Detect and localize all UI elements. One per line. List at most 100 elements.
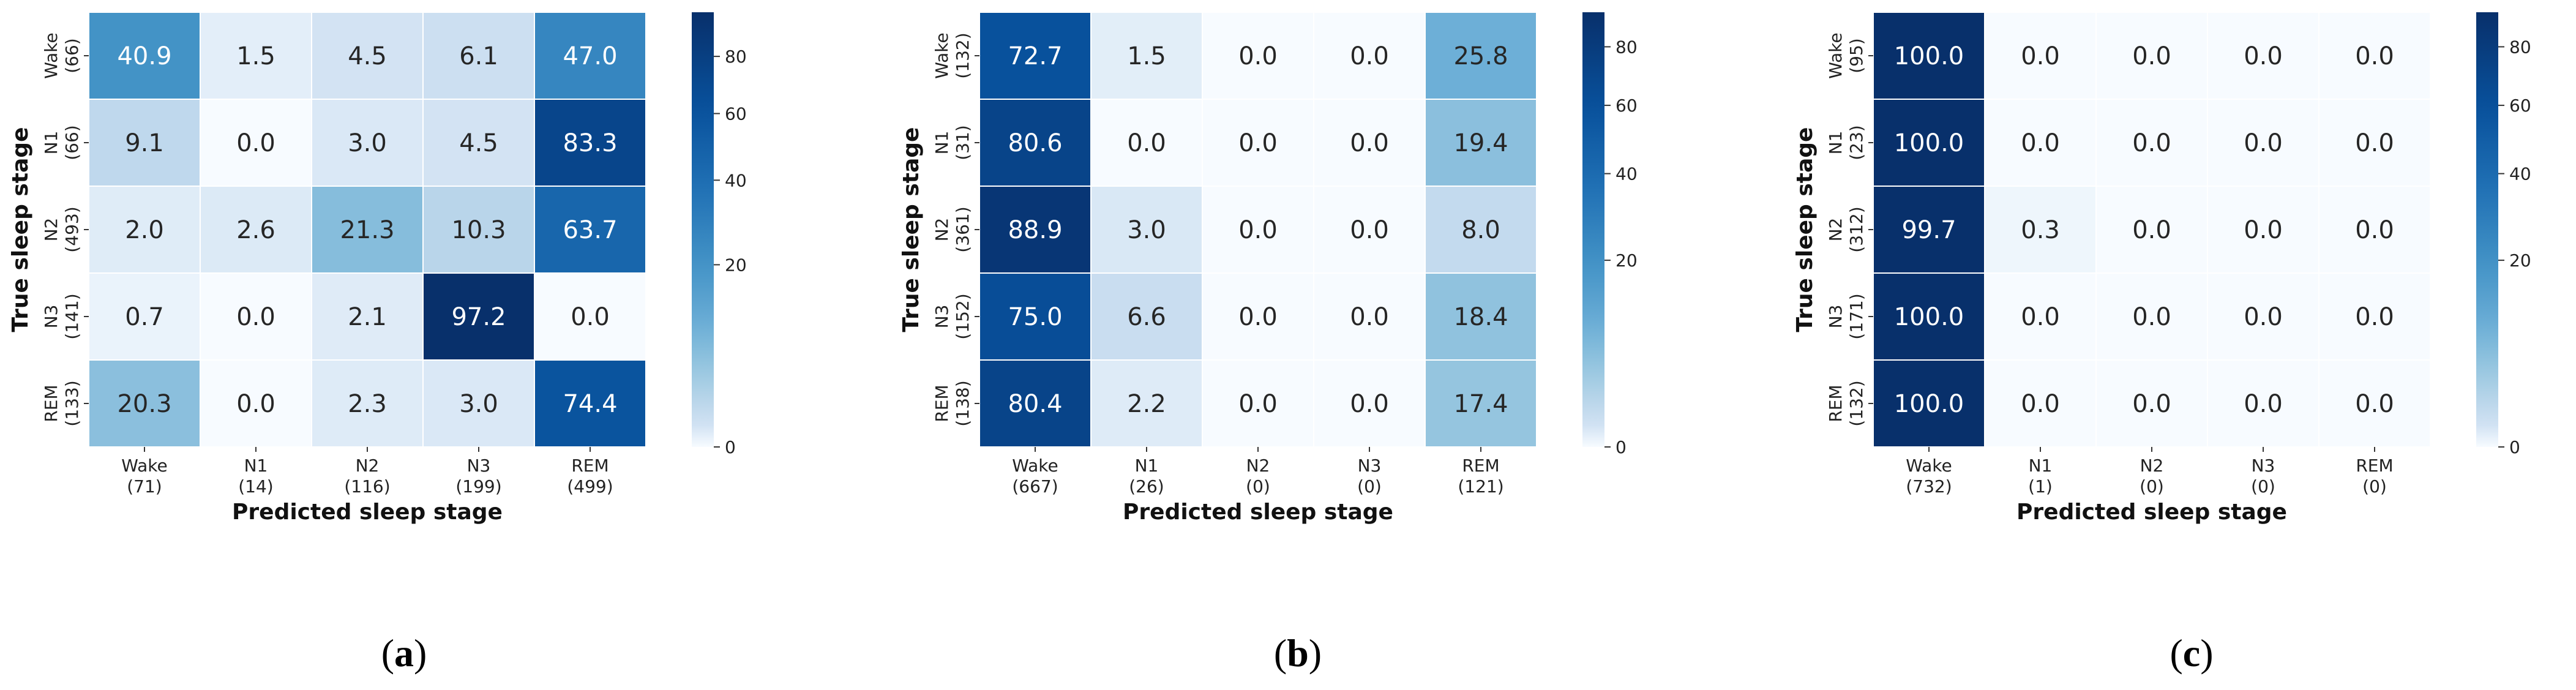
heatmap-cell [2207,99,2320,187]
y-tick-label: Wake [1825,32,1846,79]
heatmap-cell [200,12,312,100]
cell-value-label: 0.0 [2244,42,2283,70]
heatmap-cell [2318,12,2431,100]
colorbar [2476,12,2498,447]
y-tick-count: (133) [62,380,82,426]
x-tick-label: Wake [121,456,168,476]
colorbar-tick-label: 0 [725,437,736,457]
heatmap-cell [1984,186,2097,274]
heatmap-cell [88,99,201,187]
y-tick-count: (171) [1846,293,1866,339]
cell-value-label: 0.0 [2132,129,2171,157]
x-tick-label: N3 [467,456,491,476]
x-tick-count: (121) [1458,476,1503,497]
cell-value-label: 2.0 [125,216,164,244]
cell-value-label: 0.0 [1238,303,1278,331]
heatmap-cell [534,99,646,187]
cell-value-label: 0.3 [2021,216,2060,244]
cell-value-label: 74.4 [563,390,617,418]
panel-label-b: (b) [1273,631,1322,675]
x-tick-label: Wake [1906,456,1952,476]
heatmap-cell [534,12,646,100]
cell-value-label: 0.0 [1350,129,1389,157]
cell-value-label: 2.3 [348,390,387,418]
heatmap-cell [2318,186,2431,274]
colorbar-tick-label: 20 [1616,250,1638,271]
cell-value-label: 63.7 [563,216,617,244]
cell-value-label: 3.0 [348,129,387,157]
x-tick-count: (71) [127,476,162,497]
colorbar-tick-label: 60 [2509,96,2531,116]
cell-value-label: 88.9 [1008,216,1062,244]
cell-value-label: 100.0 [1894,303,1964,331]
heatmap-cell [311,12,424,100]
x-tick-label: N2 [2140,456,2164,476]
cell-value-label: 2.1 [348,303,387,331]
cell-value-label: 2.2 [1127,390,1166,418]
heatmap-cell [422,272,535,361]
y-axis-title: True sleep stage [8,127,33,332]
heatmap-panel-a: 40.9 1.5 4.5 6.1 47.0 9.1 0.0 3.0 4.5 83.3 2.0 2.6 2… [8,12,747,525]
heatmap-cell [200,272,312,361]
y-tick-label: REM [932,384,952,422]
heatmap-cell [1425,186,1537,274]
y-tick-count: (152) [953,293,973,339]
cell-value-label: 2.6 [236,216,275,244]
y-tick-count: (312) [1846,206,1866,252]
y-tick-label: Wake [41,32,61,79]
colorbar-tick-label: 40 [725,170,747,190]
x-tick-label: REM [571,456,608,476]
cell-value-label: 3.0 [1127,216,1166,244]
y-tick-label: REM [1825,384,1846,422]
cell-value-label: 6.1 [459,42,498,70]
colorbar-tick-label: 40 [1616,164,1638,184]
heatmap-cell [2207,186,2320,274]
x-tick-count: (0) [1357,476,1382,497]
x-axis-title: Predicted sleep stage [2016,500,2287,525]
y-tick-label: N1 [1825,131,1846,155]
cell-value-label: 17.4 [1453,390,1508,418]
y-axis-title: True sleep stage [1792,127,1818,332]
y-tick-label: N3 [41,305,61,329]
y-tick-count: (132) [1846,380,1866,426]
cell-value-label: 0.0 [1350,216,1389,244]
heatmap-cell [1202,272,1314,361]
heatmap-cell [2207,12,2320,100]
x-tick-count: (26) [1129,476,1164,497]
cell-value-label: 0.0 [2021,129,2060,157]
cell-value-label: 0.0 [2132,303,2171,331]
heatmap-cell [88,359,201,448]
cell-value-label: 0.0 [2021,42,2060,70]
heatmap-cell [534,186,646,274]
y-tick-count: (95) [1846,38,1866,73]
cell-value-label: 21.3 [340,216,394,244]
cell-value-label: 100.0 [1894,42,1964,70]
y-tick-label: N1 [932,131,952,155]
heatmap-cell [2207,272,2320,361]
y-tick-count: (361) [953,206,973,252]
x-tick-count: (1) [2028,476,2053,497]
cell-value-label: 0.7 [125,303,164,331]
cell-value-label: 97.2 [451,303,506,331]
x-tick-count: (0) [2251,476,2275,497]
cell-value-label: 1.5 [1127,42,1166,70]
heatmap-cell [311,186,424,274]
heatmap-panel-c: 100.0 0.0 0.0 0.0 0.0 100.0 0.0 0.0 0.0 0.0 99.7 0.… [1792,12,2531,525]
y-tick-label: REM [41,384,61,422]
y-tick-label: N1 [41,131,61,155]
cell-value-label: 8.0 [1461,216,1500,244]
cell-value-label: 83.3 [563,129,617,157]
cell-value-label: 0.0 [2244,303,2283,331]
x-tick-label: N1 [2029,456,2053,476]
heatmap-cell [1202,12,1314,100]
cell-value-label: 72.7 [1008,42,1062,70]
heatmap-cell [1984,359,2097,448]
cell-value-label: 10.3 [451,216,506,244]
heatmap-cell [2318,272,2431,361]
cell-value-label: 80.6 [1008,129,1062,157]
x-tick-label: N1 [244,456,268,476]
y-tick-count: (132) [953,32,973,78]
cell-value-label: 0.0 [2132,42,2171,70]
y-tick-count: (138) [953,380,973,426]
heatmap-cell [1090,12,1203,100]
